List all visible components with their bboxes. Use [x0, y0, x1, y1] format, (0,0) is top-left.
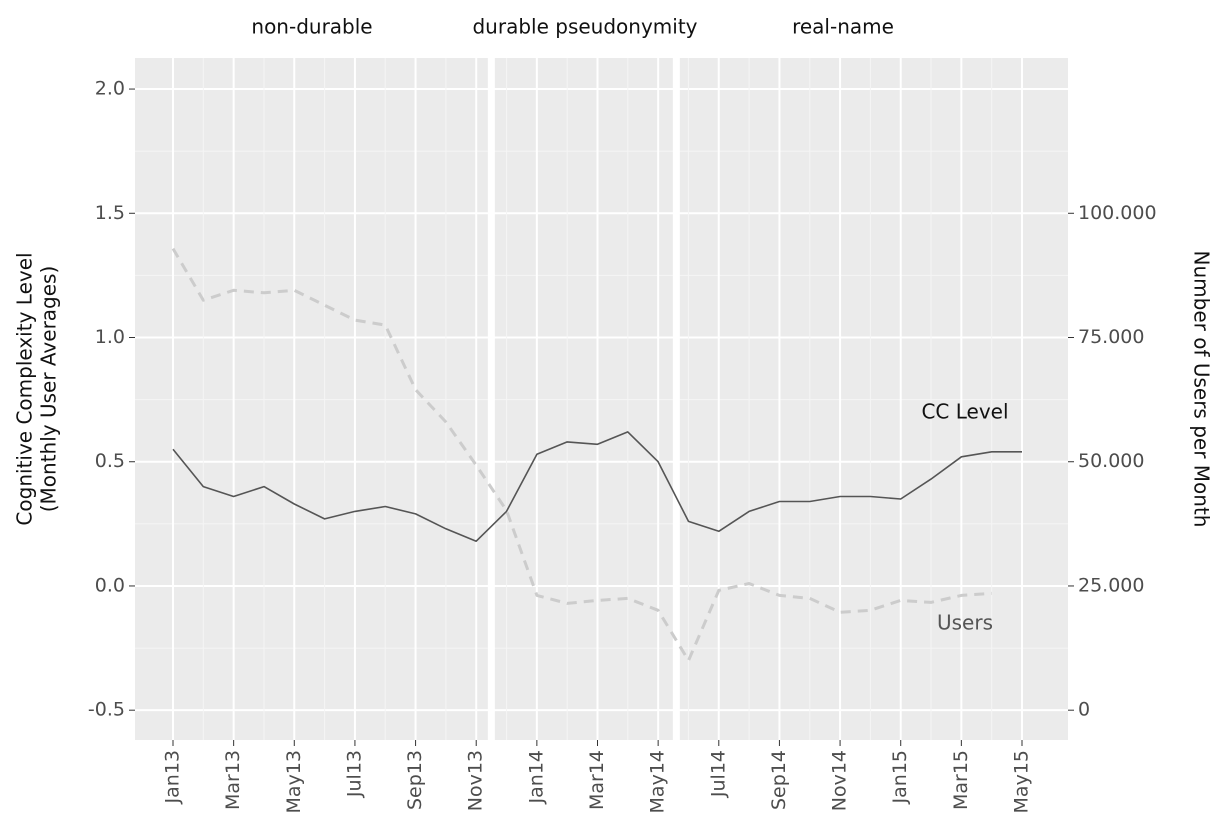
y2-axis-title: Number of Users per Month: [1190, 251, 1214, 528]
x-tick-label: Sep13: [404, 750, 426, 810]
y2-tick-label: 50.000: [1078, 450, 1144, 472]
x-tick-label: Nov14: [829, 750, 851, 811]
series-label: Users: [937, 611, 993, 635]
phase-label: durable pseudonymity: [472, 15, 697, 39]
y-tick-label: 1.5: [95, 202, 125, 224]
x-tick-label: May15: [1011, 750, 1033, 813]
plot-background: [135, 58, 1068, 740]
x-tick-label: May13: [283, 750, 305, 813]
y2-tick-label: 0: [1078, 699, 1090, 721]
y-tick-label: 0.5: [95, 450, 125, 472]
x-tick-label: Jul14: [707, 750, 729, 798]
x-tick-label: Mar15: [950, 750, 972, 810]
phase-label: non-durable: [251, 15, 372, 39]
series-label: CC Level: [921, 400, 1008, 424]
x-tick-label: May14: [647, 750, 669, 813]
x-tick-label: Mar13: [222, 750, 244, 810]
x-tick-label: Sep14: [768, 750, 790, 810]
y-axis-title: Cognitive Complexity Level: [13, 252, 37, 525]
y-tick-label: 2.0: [95, 78, 125, 100]
y-axis-title: (Monthly User Averages): [37, 266, 61, 513]
y-tick-label: 0.0: [95, 574, 125, 596]
x-tick-label: Jan13: [162, 750, 184, 804]
y-tick-label: -0.5: [88, 699, 125, 721]
y2-tick-label: 25.000: [1078, 574, 1144, 596]
phase-label: real-name: [792, 15, 894, 39]
y-tick-label: 1.0: [95, 326, 125, 348]
x-tick-label: Jul13: [343, 750, 365, 798]
y2-tick-label: 100.000: [1078, 202, 1157, 224]
x-tick-label: Jan15: [889, 750, 911, 804]
series-line: [172, 431, 1022, 542]
x-tick-label: Mar14: [586, 750, 608, 810]
x-tick-label: Nov13: [465, 750, 487, 811]
y2-tick-label: 75.000: [1078, 326, 1144, 348]
x-tick-label: Jan14: [525, 750, 547, 804]
